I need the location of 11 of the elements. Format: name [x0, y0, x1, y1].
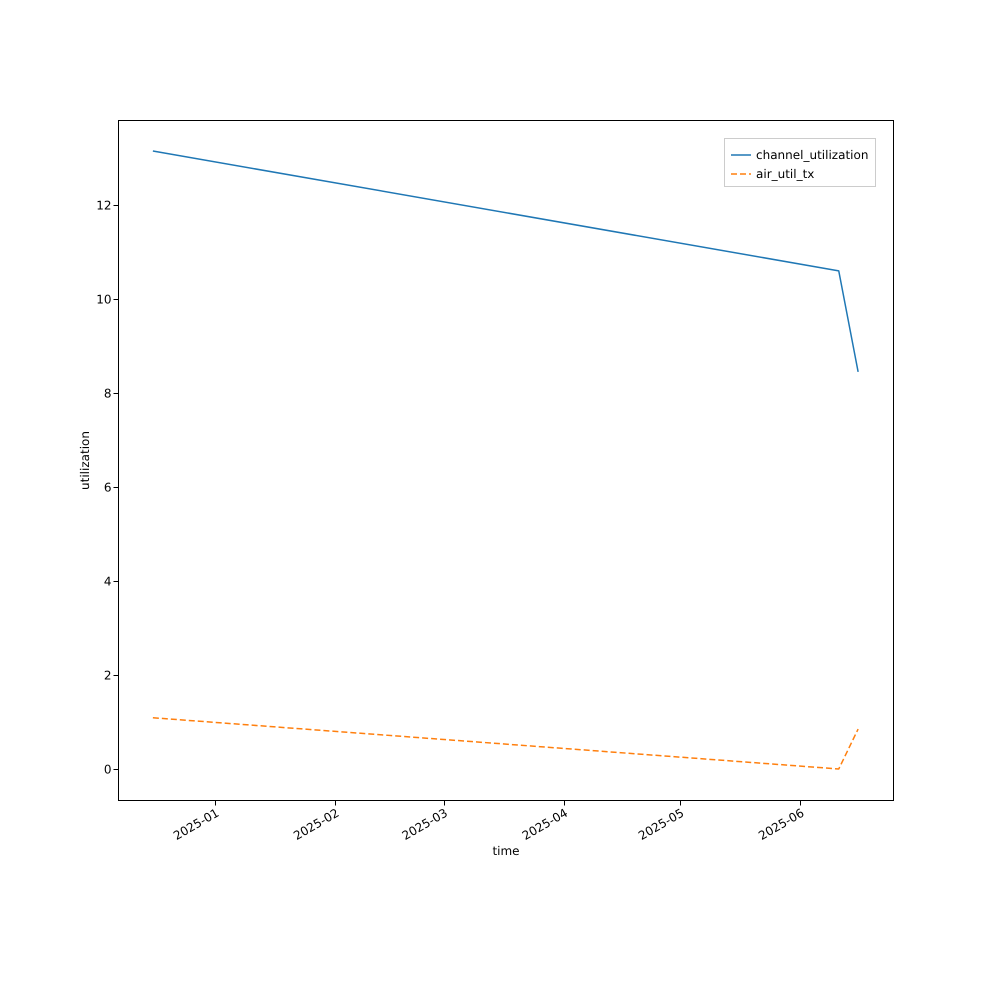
legend-label: channel_utilization	[756, 148, 868, 162]
y-tick-label: 10	[96, 292, 112, 307]
legend-label: air_util_tx	[756, 167, 814, 181]
y-tick-label: 2	[104, 668, 112, 682]
y-tick-label: 6	[104, 480, 112, 495]
y-tick-label: 8	[104, 386, 112, 401]
y-axis-title: utilization	[78, 431, 92, 490]
x-axis-title: time	[492, 844, 520, 858]
y-tick-label: 4	[104, 574, 112, 589]
y-tick-label: 12	[96, 198, 112, 213]
y-tick-label: 0	[104, 762, 112, 776]
